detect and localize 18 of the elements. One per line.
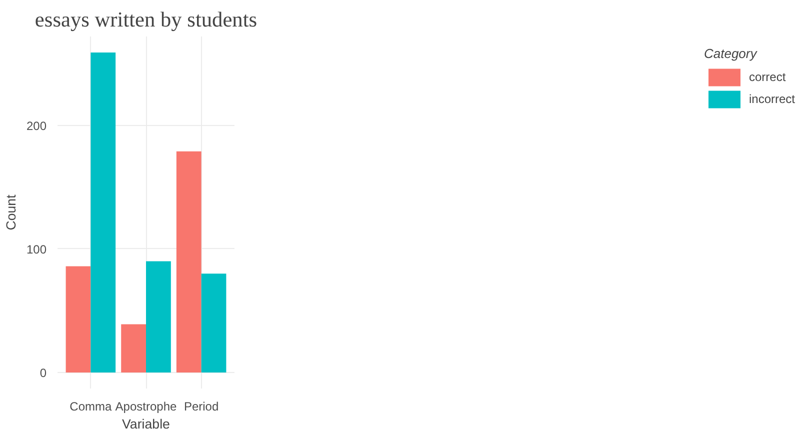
legend-title: Category [704,46,758,61]
bar [90,52,116,372]
y-axis-title: Count [3,194,18,230]
bar [146,261,171,372]
x-tick-label: Period [184,400,219,414]
bar [121,324,146,372]
bar [201,274,226,372]
y-tick-label: 200 [26,118,47,133]
legend-label: correct [748,70,786,84]
bar [176,151,202,372]
legend-label: incorrect [748,92,795,106]
chart-title: essays written by students [34,8,258,32]
y-tick-label: 0 [40,366,47,380]
x-tick-label: Apostrophe [115,400,178,414]
x-tick-label: Comma [70,400,112,414]
x-axis-title: Variable [122,416,170,432]
y-tick-label: 100 [26,242,47,256]
bar [66,266,91,372]
